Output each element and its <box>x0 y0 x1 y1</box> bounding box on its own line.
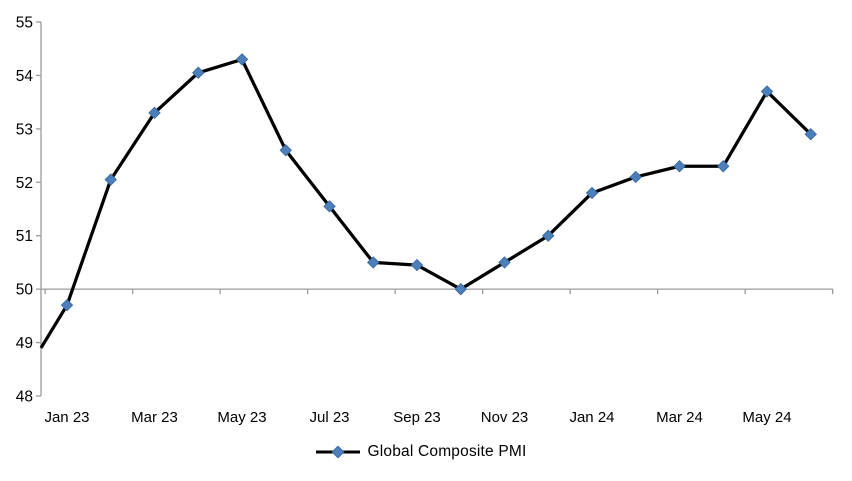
data-point-marker <box>542 229 555 242</box>
data-point-marker <box>629 170 642 184</box>
data-point-marker <box>192 66 205 79</box>
x-tick-label: May 23 <box>217 409 266 426</box>
y-tick-label: 49 <box>16 335 33 352</box>
data-point-marker <box>717 160 730 173</box>
data-point-marker <box>104 173 117 186</box>
data-point-marker <box>673 160 686 173</box>
x-tick-label: Mar 24 <box>656 409 703 426</box>
y-tick-label: 48 <box>16 389 33 406</box>
data-point-marker <box>585 186 599 200</box>
data-point-marker <box>454 282 467 296</box>
x-tick-label: Jul 23 <box>309 409 349 426</box>
y-tick-label: 54 <box>16 68 34 85</box>
data-point-marker <box>60 298 74 312</box>
x-tick-label: Sep 23 <box>393 409 441 426</box>
data-point-marker <box>804 127 817 141</box>
y-tick-label: 51 <box>16 228 33 245</box>
data-point-marker <box>279 144 292 157</box>
y-tick-label: 52 <box>16 175 33 192</box>
x-tick-label: Jan 23 <box>44 409 89 426</box>
data-point-marker <box>760 85 774 98</box>
data-point-marker <box>235 53 249 66</box>
data-point-marker <box>498 256 511 269</box>
data-point-marker <box>410 258 424 272</box>
data-point-marker <box>367 256 380 269</box>
y-tick-label: 55 <box>16 15 33 32</box>
x-tick-label: Jan 24 <box>569 409 614 426</box>
y-tick-label: 50 <box>16 282 34 299</box>
series-line <box>39 57 812 349</box>
data-point-marker <box>148 106 161 120</box>
x-tick-label: May 24 <box>742 409 791 426</box>
x-tick-label: Nov 23 <box>481 409 529 426</box>
y-tick-label: 53 <box>16 121 33 138</box>
data-point-marker <box>323 200 336 213</box>
x-tick-label: Mar 23 <box>131 409 178 426</box>
